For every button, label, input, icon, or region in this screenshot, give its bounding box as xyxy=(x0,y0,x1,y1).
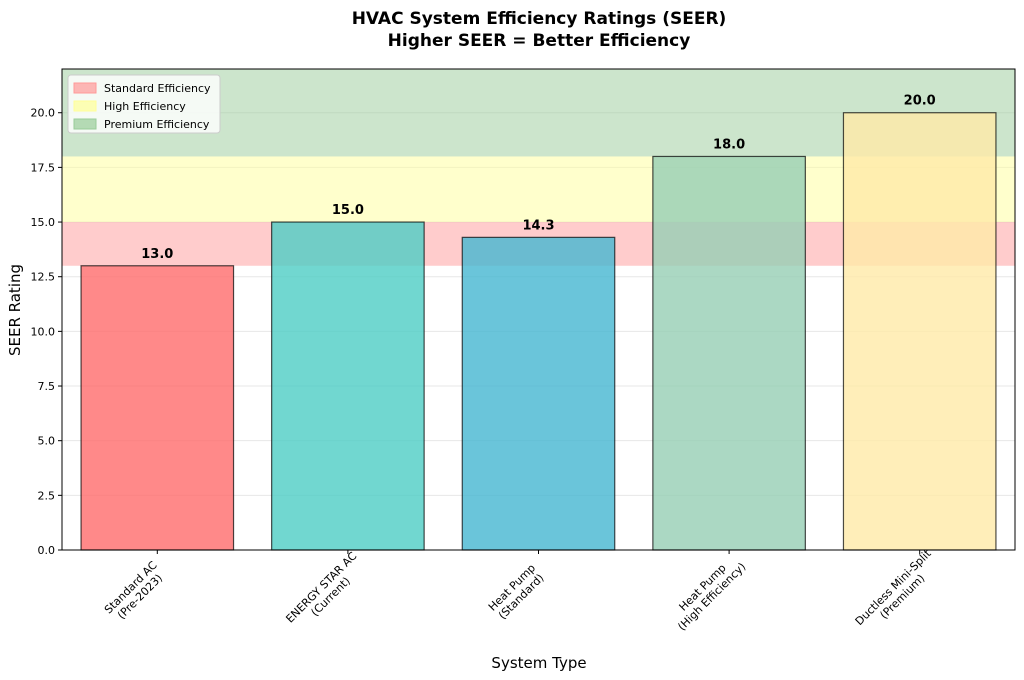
chart-subtitle: Higher SEER = Better Efficiency xyxy=(388,31,691,51)
y-tick-label-8: 20.0 xyxy=(31,107,56,120)
chart-title: HVAC System Efficiency Ratings (SEER) xyxy=(352,9,727,29)
y-tick-label-5: 12.5 xyxy=(31,271,56,284)
legend-swatch-1 xyxy=(73,100,97,112)
bar-1 xyxy=(271,221,425,551)
plot-area: 13.0 15.0 14.3 18.0 20.0 0.0 2.5 5.0 7.5 10.0 12.5… xyxy=(31,68,1016,638)
legend-label-0: Standard Efficiency xyxy=(104,82,211,95)
y-tick-label-1: 2.5 xyxy=(38,489,56,502)
x-tick-label-4: Ductless Mini-Split(Premium) xyxy=(853,547,944,638)
data-label-4: 20.0 xyxy=(904,94,936,109)
y-tick-label-6: 15.0 xyxy=(31,216,56,229)
legend-label-2: Premium Efficiency xyxy=(104,118,210,131)
bar-3 xyxy=(652,155,806,551)
data-label-2: 14.3 xyxy=(522,218,554,233)
x-tick-label-1: ENERGY STAR AC(Current) xyxy=(283,549,368,634)
data-label-1: 15.0 xyxy=(332,203,364,218)
legend-label-1: High Efficiency xyxy=(104,100,186,113)
y-tick-label-4: 10.0 xyxy=(31,325,56,338)
data-label-3: 18.0 xyxy=(713,137,745,152)
y-axis-label: SEER Rating xyxy=(6,264,24,356)
bar-2 xyxy=(461,236,616,551)
y-tick-label-0: 0.0 xyxy=(38,544,56,557)
data-label-0: 13.0 xyxy=(141,247,173,262)
x-tick-label-line: Ductless Mini-Split xyxy=(853,547,934,628)
x-tick-label-3: Heat Pump(High Efficiency) xyxy=(666,551,748,633)
x-tick-label-2: Heat Pump(Standard) xyxy=(486,561,547,622)
legend-swatch-2 xyxy=(73,118,97,130)
bar-4 xyxy=(842,112,997,551)
y-tick-label-7: 17.5 xyxy=(31,161,56,174)
x-tick-label-0: Standard AC(Pre-2023) xyxy=(102,558,169,625)
y-tick-label-2: 5.0 xyxy=(38,435,56,448)
legend-swatch-0 xyxy=(73,82,97,94)
y-tick-label-3: 7.5 xyxy=(38,380,56,393)
legend-box xyxy=(67,74,221,134)
x-axis-label: System Type xyxy=(491,654,586,672)
bar-0 xyxy=(80,265,235,551)
